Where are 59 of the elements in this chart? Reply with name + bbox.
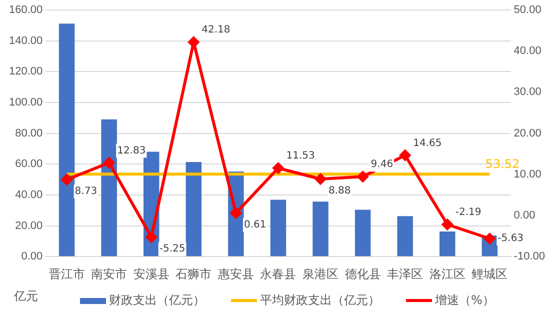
y2-tick-label: -10.00 (514, 250, 546, 263)
y-tick-label: 160.00 (8, 4, 43, 16)
bar (58, 24, 75, 256)
y-tick-label: 20.00 (15, 220, 43, 232)
point (146, 232, 157, 243)
bar (354, 210, 371, 256)
y2-tick-label: 0.00 (514, 210, 536, 222)
y-tick-label: 100.00 (8, 96, 43, 109)
point (230, 207, 242, 218)
point (61, 174, 72, 186)
data-label: 8.73 (74, 186, 98, 198)
x-tick-label: 丰泽区 (387, 267, 424, 282)
x-tick-label: 泉港区 (302, 267, 339, 282)
bar (312, 202, 328, 256)
y-tick-label: 0.00 (21, 250, 43, 263)
data-label: 42.18 (202, 24, 230, 36)
point (484, 233, 496, 244)
y2-tick-label: 50.00 (514, 4, 542, 16)
y2-tick-label: 30.00 (514, 86, 542, 98)
x-tick-label: 南安市 (91, 267, 128, 282)
y-tick-label: 60.00 (15, 158, 43, 170)
legend-label: 平均财政支出（亿元） (260, 292, 380, 309)
data-label: 9.46 (370, 159, 394, 170)
y2-tick-label: 40.00 (514, 45, 542, 58)
data-label: -5.63 (498, 233, 524, 244)
data-label: 8.88 (328, 186, 351, 197)
point (400, 150, 411, 161)
y-axis-title: 亿元 (14, 288, 38, 305)
data-label: -2.19 (455, 207, 482, 218)
y-tick-label: 80.00 (15, 127, 43, 140)
x-tick-label: 永春县 (260, 267, 296, 282)
y-tick-label: 120.00 (8, 66, 43, 78)
x-tick-label: 洛江区 (429, 267, 466, 282)
bar (397, 216, 413, 256)
bar (270, 200, 286, 256)
point (104, 157, 115, 168)
y-tick-label: 140.00 (8, 34, 43, 47)
x-tick-label: 安溪县 (133, 267, 170, 282)
data-label: 11.53 (286, 150, 315, 162)
data-label: -5.25 (159, 244, 186, 255)
point (357, 171, 368, 182)
bar (101, 119, 117, 256)
legend-label: 财政支出（亿元） (109, 292, 205, 309)
x-tick-label: 晋江市 (48, 267, 85, 282)
point (315, 174, 326, 185)
x-tick-label: 石狮市 (176, 267, 212, 282)
bar (186, 162, 202, 256)
y2-tick-label: 20.00 (514, 127, 542, 140)
x-tick-label: 鲤城区 (472, 267, 508, 282)
y-tick-label: 40.00 (15, 188, 43, 201)
data-label: 12.83 (117, 145, 146, 156)
x-tick-label: 惠安县 (216, 267, 254, 282)
bar (440, 231, 456, 256)
data-label: 14.65 (413, 138, 442, 149)
legend-label: 增速（%） (435, 292, 494, 309)
x-tick-label: 德化县 (344, 267, 381, 282)
point (272, 162, 284, 174)
data-label: 0.61 (244, 220, 266, 231)
point (442, 219, 453, 230)
